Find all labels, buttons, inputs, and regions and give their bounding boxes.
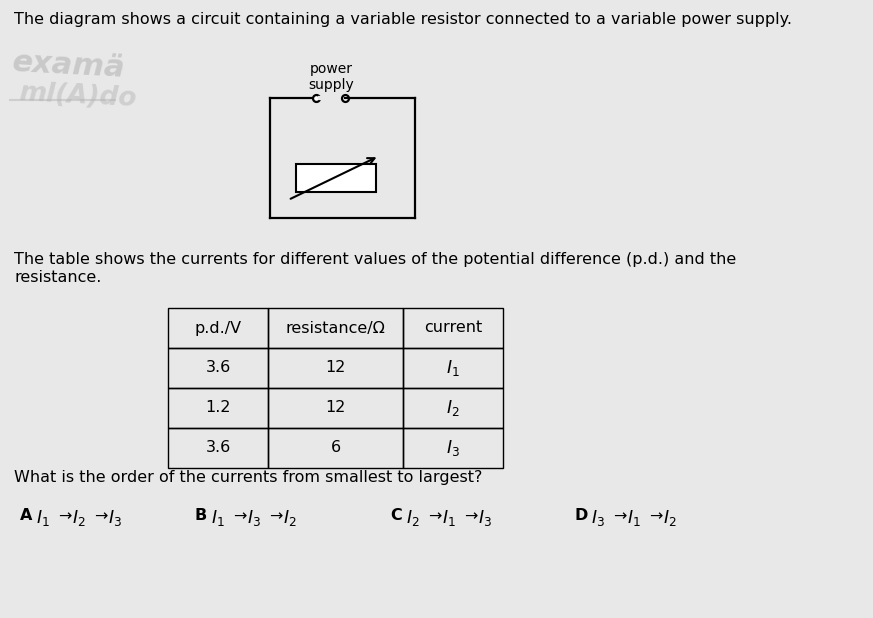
Text: 3.6: 3.6: [205, 360, 230, 376]
Bar: [168, 308, 268, 348]
Text: 12: 12: [326, 360, 346, 376]
Text: →: →: [464, 509, 478, 524]
Text: $I_{3}$: $I_{3}$: [108, 508, 122, 528]
Bar: [296, 164, 376, 192]
Text: B: B: [195, 508, 207, 523]
Text: $I_{2}$: $I_{2}$: [283, 508, 297, 528]
Bar: [403, 348, 503, 388]
Bar: [168, 428, 268, 468]
Text: $I_3$: $I_3$: [446, 438, 460, 458]
Bar: [268, 348, 403, 388]
Text: ml(A)do: ml(A)do: [18, 80, 137, 112]
Text: $I_{3}$: $I_{3}$: [591, 508, 605, 528]
Bar: [403, 428, 503, 468]
Text: $I_1$: $I_1$: [446, 358, 460, 378]
Text: examä: examä: [12, 48, 127, 83]
Bar: [268, 428, 403, 468]
Bar: [168, 388, 268, 428]
Bar: [403, 388, 503, 428]
Text: p.d./V: p.d./V: [195, 321, 242, 336]
Text: $I_{3}$: $I_{3}$: [478, 508, 491, 528]
Text: $I_{2}$: $I_{2}$: [406, 508, 420, 528]
Text: D: D: [575, 508, 588, 523]
Text: $I_{2}$: $I_{2}$: [72, 508, 86, 528]
Text: 3.6: 3.6: [205, 441, 230, 455]
Text: What is the order of the currents from smallest to largest?: What is the order of the currents from s…: [14, 470, 483, 485]
Text: 6: 6: [331, 441, 340, 455]
Text: C: C: [390, 508, 402, 523]
Text: →: →: [269, 509, 282, 524]
Bar: [268, 388, 403, 428]
Text: power
supply: power supply: [308, 62, 354, 92]
Text: resistance/Ω: resistance/Ω: [285, 321, 386, 336]
Text: →: →: [94, 509, 107, 524]
Text: $I_{2}$: $I_{2}$: [663, 508, 677, 528]
Text: →: →: [613, 509, 626, 524]
Bar: [403, 308, 503, 348]
Text: →: →: [58, 509, 72, 524]
Text: resistance.: resistance.: [14, 270, 101, 285]
Text: 1.2: 1.2: [205, 400, 230, 415]
Text: $I_{1}$: $I_{1}$: [36, 508, 50, 528]
Text: 12: 12: [326, 400, 346, 415]
Text: The diagram shows a circuit containing a variable resistor connected to a variab: The diagram shows a circuit containing a…: [14, 12, 792, 27]
Text: $I_2$: $I_2$: [446, 398, 460, 418]
Text: The table shows the currents for different values of the potential difference (p: The table shows the currents for differe…: [14, 252, 736, 267]
Text: $I_{1}$: $I_{1}$: [627, 508, 641, 528]
Text: →: →: [428, 509, 442, 524]
Bar: [168, 348, 268, 388]
Text: →: →: [233, 509, 246, 524]
Text: current: current: [424, 321, 482, 336]
Text: $I_{3}$: $I_{3}$: [247, 508, 261, 528]
Bar: [268, 308, 403, 348]
Text: →: →: [649, 509, 663, 524]
Text: A: A: [20, 508, 32, 523]
Text: $I_{1}$: $I_{1}$: [442, 508, 456, 528]
Text: $I_{1}$: $I_{1}$: [211, 508, 224, 528]
